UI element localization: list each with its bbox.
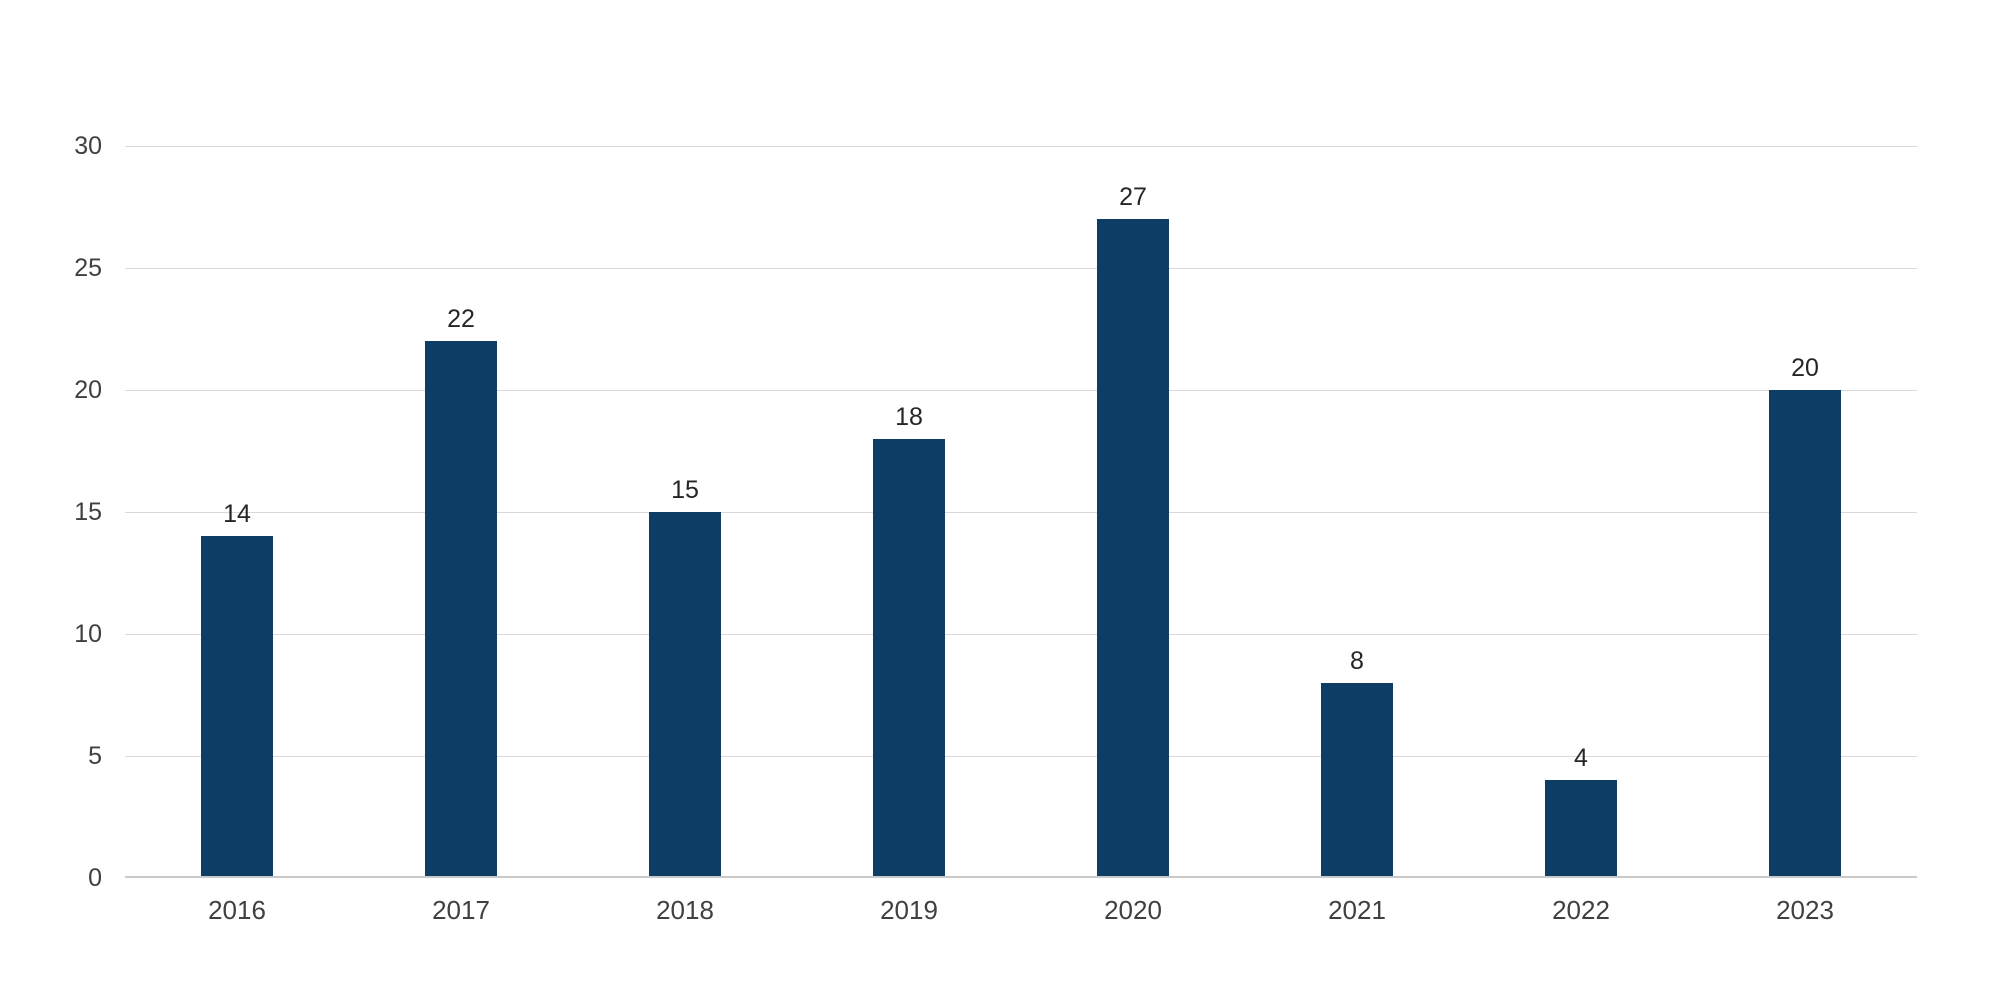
gridline-y-25: [125, 267, 1917, 269]
x-tick-label-2023: 2023: [1776, 895, 1834, 925]
value-label-2020: 27: [1119, 183, 1147, 212]
y-tick-label-5: 5: [88, 742, 102, 770]
bar-2019[interactable]: [873, 438, 945, 878]
value-label-2023: 20: [1791, 354, 1819, 382]
value-label-2022: 4: [1574, 744, 1588, 773]
plot-area: 14 22 15 18 27 8 4 20: [125, 145, 1917, 878]
x-tick-label-2020: 2020: [1104, 895, 1162, 925]
y-tick-label-25: 25: [74, 254, 102, 282]
gridline-y-10: [125, 633, 1917, 635]
bar-2022[interactable]: [1545, 780, 1617, 878]
x-tick-label-2022: 2022: [1552, 895, 1610, 925]
gridline-y-20: [125, 389, 1917, 391]
bar-2016[interactable]: [201, 536, 273, 878]
value-label-2018: 15: [671, 476, 699, 504]
y-tick-label-30: 30: [74, 132, 102, 160]
bar-2017[interactable]: [425, 341, 497, 878]
y-tick-label-0: 0: [88, 864, 102, 892]
y-axis-tick-labels: 0 5 10 15 20 25 30: [0, 132, 102, 892]
bar-2021[interactable]: [1321, 682, 1393, 878]
value-label-2019: 18: [895, 402, 923, 431]
x-axis-line: [125, 876, 1917, 878]
gridline-y-5: [125, 755, 1917, 757]
gridline-y-30: [125, 145, 1917, 147]
bar-2018[interactable]: [649, 512, 721, 878]
x-tick-label-2017: 2017: [432, 895, 490, 925]
gridline-y-15: [125, 511, 1917, 513]
x-tick-label-2016: 2016: [208, 895, 266, 925]
x-tick-label-2019: 2019: [880, 895, 938, 925]
bar-2020[interactable]: [1097, 219, 1169, 878]
value-label-2017: 22: [447, 305, 475, 334]
x-axis-tick-labels: 2016 2017 2018 2019 2020 2021 2022 2023: [125, 893, 1917, 929]
y-tick-label-20: 20: [74, 376, 102, 404]
value-label-2016: 14: [223, 500, 251, 529]
bar-2023[interactable]: [1769, 390, 1841, 878]
x-tick-label-2018: 2018: [656, 895, 714, 925]
value-label-2021: 8: [1350, 646, 1364, 675]
y-tick-label-10: 10: [74, 620, 102, 648]
x-tick-label-2021: 2021: [1328, 895, 1386, 925]
y-tick-label-15: 15: [74, 498, 102, 526]
